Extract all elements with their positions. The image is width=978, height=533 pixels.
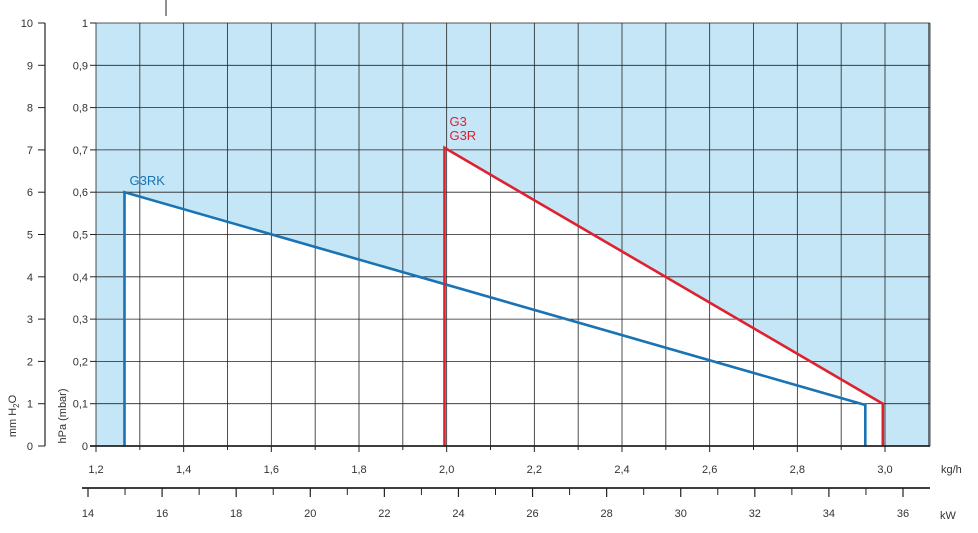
x-tick-label: 1,4 (176, 464, 191, 476)
x2-tick-label: 34 (823, 508, 835, 520)
y2-tick-label: 8 (27, 103, 33, 115)
x2-tick-label: 32 (749, 508, 761, 520)
x2-axis-unit: kW (940, 510, 957, 522)
y-tick-label: 0,5 (73, 230, 88, 242)
x2-tick-label: 16 (156, 508, 168, 520)
x-tick-label: 2,6 (702, 464, 717, 476)
x-tick-label: 1,2 (88, 464, 103, 476)
x-tick-label: 2,4 (614, 464, 629, 476)
y-tick-label: 0,8 (73, 103, 88, 115)
x-tick-label: 1,6 (264, 464, 279, 476)
x-tick-label: 2,0 (439, 464, 454, 476)
y2-tick-label: 10 (21, 18, 33, 30)
series-label-g3rk: G3RK (129, 173, 165, 188)
series-line-1 (123, 190, 867, 446)
y2-tick-label: 9 (27, 60, 33, 72)
y-tick-label: 0,2 (73, 356, 88, 368)
axes-layer: 1,2 1,4 1,6 1,8 2,0 2,2 2,4 2,6 2,8 3,0 kg/h14 16 18… (7, 0, 962, 522)
y2-tick-label: 2 (27, 356, 33, 368)
y-tick-label: 0,7 (73, 145, 88, 157)
y-axis-title: hPa (mbar) (57, 388, 69, 443)
x2-tick-label: 36 (897, 508, 909, 520)
x2-tick-label: 22 (378, 508, 390, 520)
y-tick-label: 1 (82, 18, 88, 30)
y2-tick-label: 5 (27, 230, 33, 242)
y2-axis-title: mm H2O (7, 394, 21, 437)
x-tick-label: 1,8 (351, 464, 366, 476)
y2-tick-label: 7 (27, 145, 33, 157)
y-tick-label: 0,4 (73, 272, 88, 284)
x2-tick-label: 24 (452, 508, 464, 520)
series-label-g3r: G3R (449, 128, 476, 143)
y-tick-label: 0,1 (73, 399, 88, 411)
y2-tick-label: 6 (27, 187, 33, 199)
series-line-2 (443, 145, 885, 446)
x2-tick-label: 20 (304, 508, 316, 520)
working-area-2 (444, 147, 883, 447)
x2-tick-label: 14 (82, 508, 94, 520)
grid-layer (95, 22, 931, 447)
y2-tick-label: 1 (27, 399, 33, 411)
series-layer (123, 145, 885, 446)
y2-tick-label: 3 (27, 314, 33, 326)
x-tick-label: 2,2 (527, 464, 542, 476)
x2-tick-label: 18 (230, 508, 242, 520)
x2-tick-label: 26 (526, 508, 538, 520)
series-label-g3: G3 (449, 114, 466, 129)
y-tick-label: 0,3 (73, 314, 88, 326)
y2-tick-label: 4 (27, 272, 33, 284)
y-tick-label: 0 (82, 441, 88, 453)
x2-tick-label: 28 (601, 508, 613, 520)
x2-tick-label: 30 (675, 508, 687, 520)
x-tick-label: 3,0 (877, 464, 892, 476)
x-axis-unit: kg/h (941, 464, 962, 476)
y-tick-label: 0,6 (73, 187, 88, 199)
x-tick-label: 2,8 (790, 464, 805, 476)
y2-tick-label: 0 (27, 441, 33, 453)
y-tick-label: 0,9 (73, 60, 88, 72)
